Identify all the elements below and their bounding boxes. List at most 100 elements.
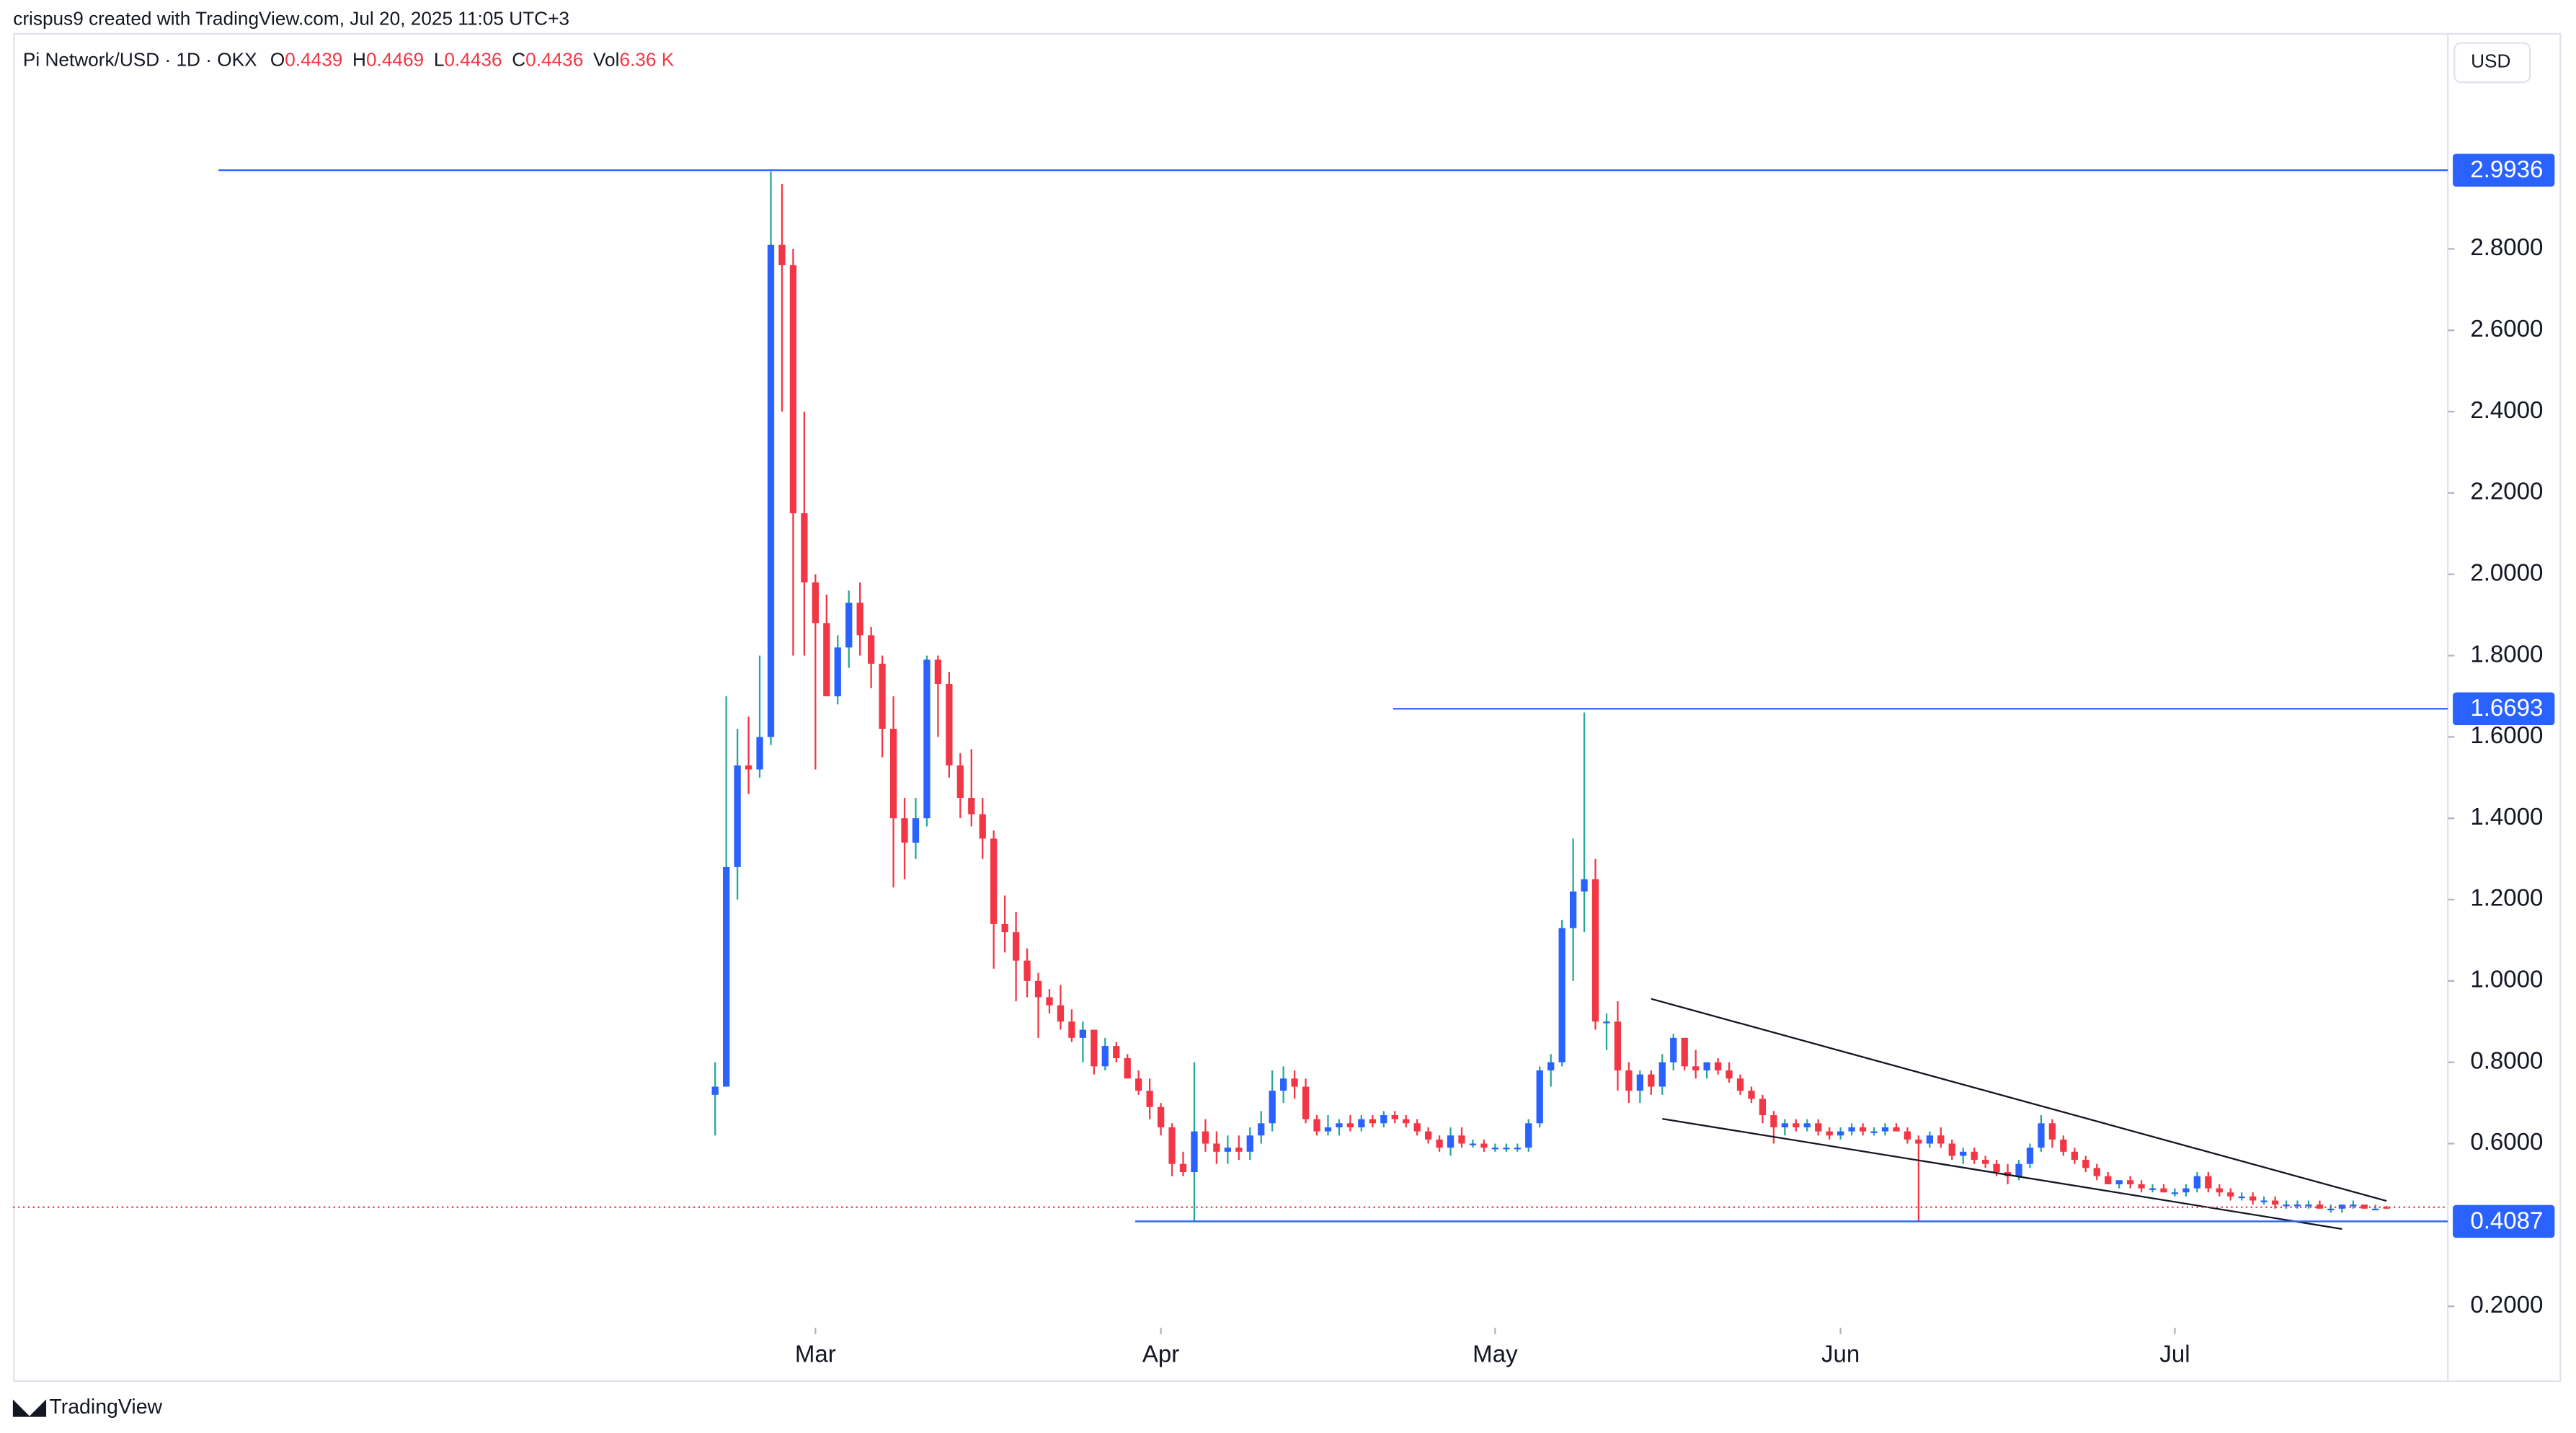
candle-body xyxy=(1736,1078,1744,1091)
candle-body xyxy=(1202,1131,1209,1144)
candle-body xyxy=(2350,1204,2357,1207)
candle-body xyxy=(1703,1062,1710,1070)
candle-body xyxy=(2171,1192,2179,1194)
candle-body xyxy=(1848,1127,1855,1132)
candle-body xyxy=(1358,1119,1365,1127)
candle-body xyxy=(845,603,853,648)
candle-body xyxy=(1057,1005,1065,1022)
candle-body xyxy=(1837,1131,1844,1136)
candle-body xyxy=(2160,1188,2167,1193)
candle-body xyxy=(2015,1163,2022,1176)
ohlc-value: 0.4436 xyxy=(525,48,583,70)
candle-body xyxy=(1870,1131,1878,1133)
ohlc-value: 0.4436 xyxy=(444,48,502,70)
candle-body xyxy=(1726,1070,1733,1079)
candle-body xyxy=(1558,928,1565,1062)
level-label-box xyxy=(2453,1204,2555,1238)
candle-body xyxy=(1146,1091,1153,1107)
candle-body xyxy=(1781,1123,1788,1127)
candle-body xyxy=(968,797,975,815)
candle-body xyxy=(1948,1143,1955,1156)
candle-body xyxy=(2260,1200,2268,1202)
ohlc-value: 0.4439 xyxy=(285,48,342,70)
ohlc-label: O xyxy=(270,48,285,70)
candle-body xyxy=(1135,1078,1142,1091)
candle-body xyxy=(2338,1204,2345,1209)
candle-body xyxy=(812,582,819,624)
candle-body xyxy=(2283,1204,2290,1207)
candle-body xyxy=(2327,1208,2335,1211)
candle-body xyxy=(2071,1151,2078,1161)
candle-body xyxy=(1993,1163,2000,1173)
candle-body xyxy=(923,660,931,819)
candle-body xyxy=(934,660,942,685)
candle-body xyxy=(1591,879,1599,1022)
candle-body xyxy=(1046,997,1053,1006)
candle-body xyxy=(912,818,920,843)
credit: crispus9 created with TradingView.com, J… xyxy=(13,7,569,29)
candle-body xyxy=(711,1086,719,1095)
candle-body xyxy=(745,765,752,770)
currency-button[interactable] xyxy=(2453,42,2531,84)
candle-body xyxy=(1336,1123,1343,1127)
candle-body xyxy=(1881,1127,1889,1132)
candle-body xyxy=(1859,1127,1867,1132)
y-tick-label: 2.2000 xyxy=(2470,479,2543,505)
candle-body xyxy=(1258,1123,1265,1136)
candle-body xyxy=(1503,1148,1510,1150)
candle-body xyxy=(1480,1143,1488,1148)
candle-body xyxy=(1447,1135,1454,1148)
candle-body xyxy=(1569,891,1577,928)
symbol: Pi Network/USD · 1D · OKX xyxy=(23,48,257,70)
candle-body xyxy=(1469,1143,1477,1145)
candle-body xyxy=(1157,1106,1165,1127)
candle-body xyxy=(1403,1119,1410,1124)
candle-body xyxy=(1759,1099,1767,1116)
x-tick-label: Mar xyxy=(795,1341,836,1367)
candle-body xyxy=(1614,1021,1622,1070)
candle-body xyxy=(1023,960,1031,981)
currency[interactable]: USD xyxy=(2471,50,2510,72)
candle-body xyxy=(1168,1127,1176,1164)
candle-body xyxy=(1915,1139,1922,1144)
candle-body xyxy=(1413,1123,1421,1132)
candle-body xyxy=(1893,1127,1900,1132)
candle-body xyxy=(1380,1115,1387,1124)
level-label: 2.9936 xyxy=(2470,156,2543,183)
candle-body xyxy=(1346,1123,1354,1127)
candle-body xyxy=(1803,1123,1811,1127)
candles xyxy=(711,172,2390,1221)
candle-body xyxy=(1793,1123,1800,1127)
candle-body xyxy=(1581,879,1588,892)
candle-body xyxy=(1937,1135,1945,1144)
trend-line xyxy=(1662,1117,2342,1230)
candle-body xyxy=(956,765,964,798)
candle-body xyxy=(756,737,763,770)
candle-body xyxy=(1012,932,1020,961)
candle-body xyxy=(879,663,886,729)
candle-body xyxy=(2082,1160,2089,1168)
candle-body xyxy=(2026,1148,2034,1164)
candle-body xyxy=(856,603,863,636)
frame xyxy=(13,32,2562,1383)
candle-body xyxy=(1681,1037,1688,1067)
candle-body xyxy=(2205,1176,2212,1189)
candle-body xyxy=(1291,1078,1298,1087)
legend-line: Pi Network/USD · 1D · OKX O0.4439 H0.4469 L… xyxy=(23,48,675,70)
x-tick-label: Jun xyxy=(1821,1341,1860,1367)
candle-body xyxy=(2048,1123,2056,1140)
candle-body xyxy=(1458,1135,1465,1144)
y-tick-label: 1.0000 xyxy=(2470,967,2543,993)
candle-body xyxy=(2227,1192,2234,1197)
candle-body xyxy=(1079,1029,1087,1038)
y-tick-label: 0.6000 xyxy=(2470,1129,2543,1155)
y-tick-label: 1.4000 xyxy=(2470,804,2543,830)
candle-body xyxy=(1648,1074,1655,1087)
candle-body xyxy=(2383,1207,2390,1209)
candle-body xyxy=(2238,1196,2245,1199)
candle-body xyxy=(2271,1200,2279,1205)
candle-body xyxy=(2126,1180,2134,1184)
candle-body xyxy=(2305,1204,2312,1207)
